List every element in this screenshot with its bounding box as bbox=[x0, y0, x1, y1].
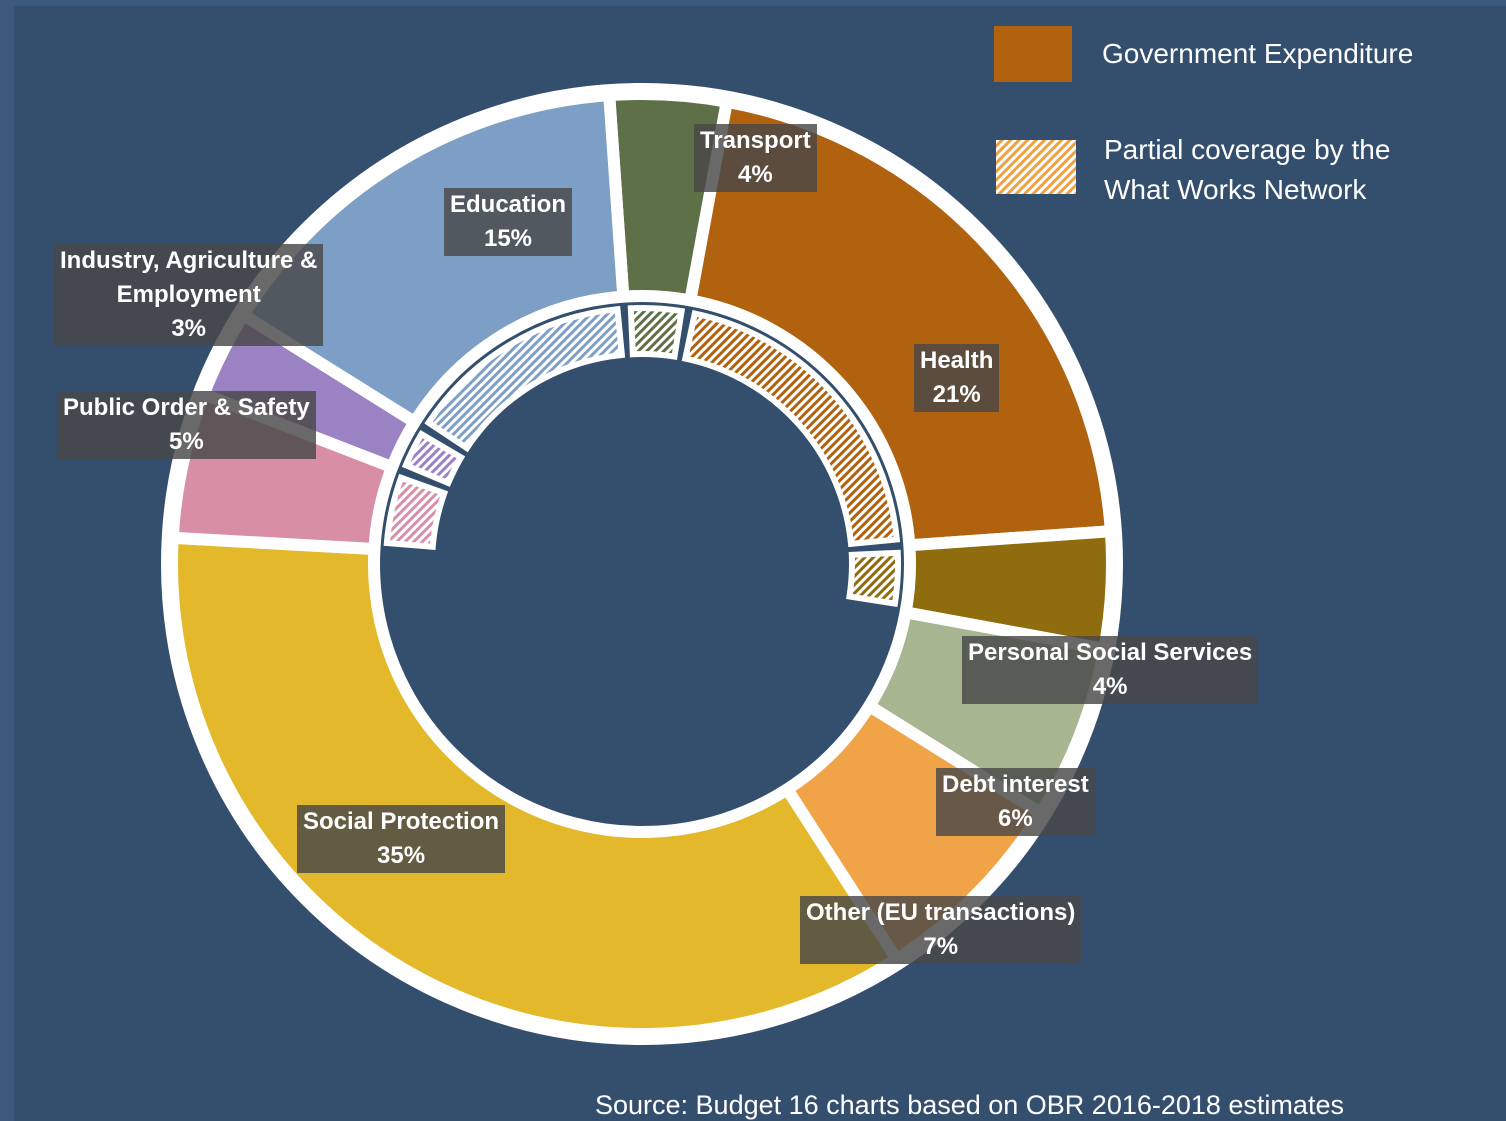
chart-panel: Transport 4% Health 21% Personal Social Serv… bbox=[14, 6, 1506, 1121]
label-personal-social-services: Personal Social Services 4% bbox=[962, 636, 1259, 704]
label-debt-interest: Debt interest 6% bbox=[936, 768, 1095, 836]
coverage-public-order-safety bbox=[383, 473, 449, 551]
label-percent: 21% bbox=[932, 381, 981, 408]
label-text: Social Protection bbox=[303, 808, 500, 835]
label-text: Industry, Agriculture & bbox=[60, 247, 318, 274]
coverage-transport bbox=[627, 305, 686, 360]
label-percent: 3% bbox=[171, 315, 207, 342]
label-transport: Transport 4% bbox=[694, 124, 817, 192]
legend-label-government: Government Expenditure bbox=[1102, 38, 1414, 69]
slice-education bbox=[237, 89, 630, 428]
coverage-industry-agriculture-employment bbox=[401, 429, 466, 487]
coverage-layer bbox=[383, 305, 901, 608]
coverage-education bbox=[424, 305, 626, 453]
label-health: Health 21% bbox=[914, 344, 1000, 412]
legend-swatch-coverage bbox=[996, 140, 1076, 194]
label-text: Debt interest bbox=[942, 771, 1089, 798]
label-text: Health bbox=[920, 347, 994, 374]
label-percent: 4% bbox=[738, 161, 773, 188]
legend-label-coverage: Partial coverage by the What Works Netwo… bbox=[1104, 134, 1391, 205]
label-percent: 35% bbox=[377, 842, 426, 869]
label-percent: 6% bbox=[998, 805, 1033, 832]
coverage-health bbox=[681, 309, 901, 548]
coverage-personal-social-services bbox=[846, 549, 901, 608]
donut-rim bbox=[161, 83, 1123, 1045]
label-public-order-safety: Public Order & Safety 5% bbox=[57, 391, 316, 459]
label-other-eu-transactions: Other (EU transactions) 7% bbox=[800, 896, 1082, 964]
label-text: Education bbox=[450, 191, 567, 218]
label-industry-agriculture-employment: Industry, Agriculture & Employment 3% bbox=[54, 244, 324, 346]
slice-health bbox=[684, 95, 1117, 552]
label-text: Public Order & Safety bbox=[63, 394, 310, 421]
slice-social-protection bbox=[166, 531, 903, 1040]
label-text: Other (EU transactions) bbox=[806, 899, 1076, 926]
label-percent: 7% bbox=[923, 933, 959, 960]
label-education: Education 15% bbox=[444, 188, 573, 256]
legend-swatch-government bbox=[994, 26, 1072, 82]
label-text: Transport bbox=[700, 127, 811, 154]
label-text: Employment bbox=[116, 281, 261, 308]
label-percent: 4% bbox=[1092, 673, 1128, 700]
label-social-protection: Social Protection 35% bbox=[297, 805, 506, 873]
label-percent: 15% bbox=[483, 225, 533, 252]
label-percent: 5% bbox=[169, 428, 204, 455]
source-note: Source: Budget 16 charts based on OBR 20… bbox=[595, 1090, 1344, 1120]
label-text: Personal Social Services bbox=[968, 639, 1253, 666]
